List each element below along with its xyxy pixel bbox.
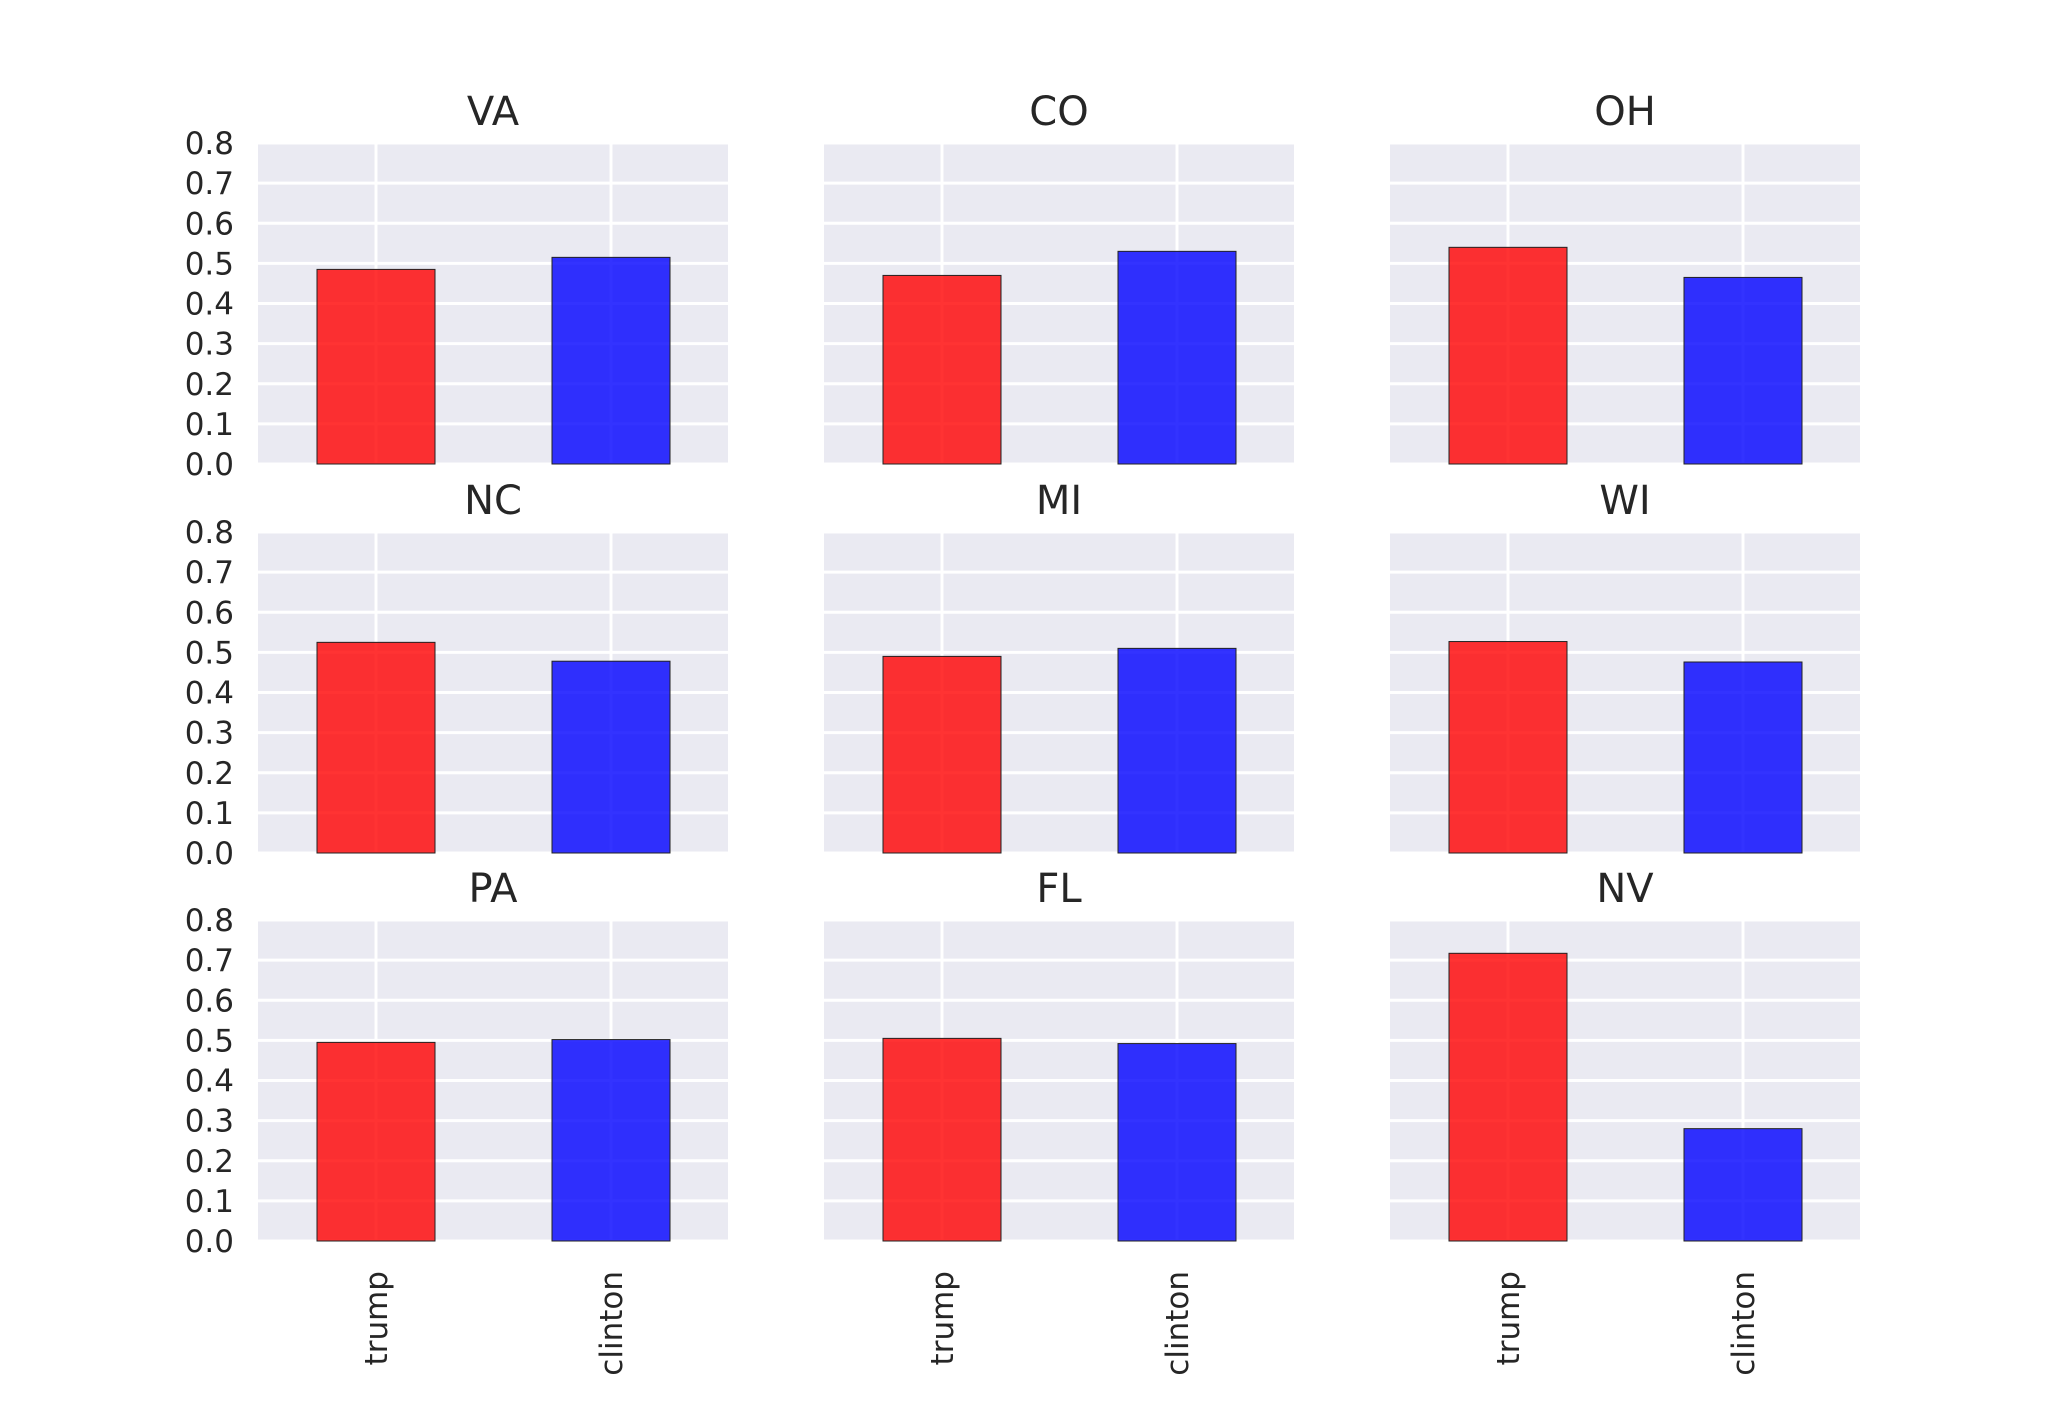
- y-tick-label: 0.3: [185, 1104, 234, 1140]
- y-tick-label: 0.7: [185, 166, 234, 202]
- y-tick-label: 0.1: [185, 796, 234, 832]
- panel-wi: WI: [1390, 478, 1860, 855]
- y-tick-label: 0.1: [185, 407, 234, 443]
- y-tick-label: 0.7: [185, 555, 234, 591]
- bar-fl-trump: [882, 1037, 1002, 1242]
- x-tick-label: trump: [359, 1271, 395, 1365]
- y-tick-label: 0.6: [185, 595, 234, 631]
- y-tick-label: 0.6: [185, 206, 234, 242]
- y-tick-label: 0.4: [185, 1064, 234, 1100]
- y-tick-label: 0.6: [185, 983, 234, 1019]
- panel-nv: NV trump clinton: [1390, 866, 1860, 1376]
- bar-wi-clinton: [1683, 661, 1803, 854]
- bar-co-clinton: [1117, 250, 1237, 465]
- bar-nv-clinton: [1683, 1128, 1803, 1242]
- panel-nc: NC 0.0 0.1 0.2 0.3 0.4 0.5 0.6 0.7 0.8: [185, 478, 728, 872]
- panel-title: VA: [467, 89, 520, 135]
- panel-title: NV: [1596, 866, 1654, 912]
- panel-title: PA: [469, 866, 519, 912]
- panel-pa: PA 0.0 0.1 0.2 0.3 0.4 0.5 0.6 0.7 0.8 trump clinto…: [185, 866, 728, 1376]
- y-tick-label: 0.0: [185, 447, 234, 483]
- panel-title: NC: [464, 478, 522, 524]
- panel-title: MI: [1036, 478, 1082, 524]
- x-tick-label: clinton: [594, 1271, 630, 1376]
- y-tick-label: 0.7: [185, 943, 234, 979]
- bar-va-clinton: [551, 256, 671, 465]
- bar-mi-clinton: [1117, 647, 1237, 854]
- panel-title: OH: [1594, 89, 1656, 135]
- bar-nv-trump: [1448, 952, 1568, 1242]
- y-tick-label: 0.0: [185, 1224, 234, 1260]
- y-tick-label: 0.5: [185, 246, 234, 282]
- x-tick-label: trump: [925, 1271, 961, 1365]
- bar-fl-clinton: [1117, 1043, 1237, 1242]
- panel-oh: OH: [1390, 89, 1860, 466]
- x-tick-label: clinton: [1726, 1271, 1762, 1376]
- y-tick-label: 0.2: [185, 756, 234, 792]
- bar-pa-trump: [316, 1041, 436, 1242]
- panel-fl: FL trump clinton: [824, 866, 1294, 1376]
- bar-nc-clinton: [551, 660, 671, 854]
- y-tick-label: 0.8: [185, 515, 234, 551]
- bar-wi-trump: [1448, 641, 1568, 854]
- panel-va: VA 0.0 0.1 0.2 0.3 0.4 0.5 0.6 0.7 0.8: [185, 89, 728, 483]
- y-tick-label: 0.4: [185, 287, 234, 323]
- bar-oh-clinton: [1683, 276, 1803, 465]
- y-tick-label: 0.5: [185, 1023, 234, 1059]
- bar-pa-clinton: [551, 1039, 671, 1242]
- y-tick-label: 0.3: [185, 716, 234, 752]
- bar-nc-trump: [316, 641, 436, 854]
- panel-mi: MI: [824, 478, 1294, 855]
- bar-oh-trump: [1448, 246, 1568, 465]
- bar-mi-trump: [882, 655, 1002, 854]
- panel-title: CO: [1029, 89, 1088, 135]
- y-tick-label: 0.8: [185, 903, 234, 939]
- panel-title: WI: [1599, 478, 1650, 524]
- y-tick-label: 0.4: [185, 676, 234, 712]
- bar-co-trump: [882, 274, 1002, 465]
- bar-va-trump: [316, 268, 436, 465]
- y-tick-label: 0.2: [185, 367, 234, 403]
- x-tick-label: trump: [1491, 1271, 1527, 1365]
- panel-title: FL: [1036, 866, 1082, 912]
- panel-co: CO: [824, 89, 1294, 466]
- y-tick-label: 0.1: [185, 1184, 234, 1220]
- y-tick-label: 0.3: [185, 327, 234, 363]
- y-tick-label: 0.0: [185, 836, 234, 872]
- y-tick-label: 0.8: [185, 126, 234, 162]
- y-tick-label: 0.5: [185, 635, 234, 671]
- y-tick-label: 0.2: [185, 1144, 234, 1180]
- x-tick-label: clinton: [1160, 1271, 1196, 1376]
